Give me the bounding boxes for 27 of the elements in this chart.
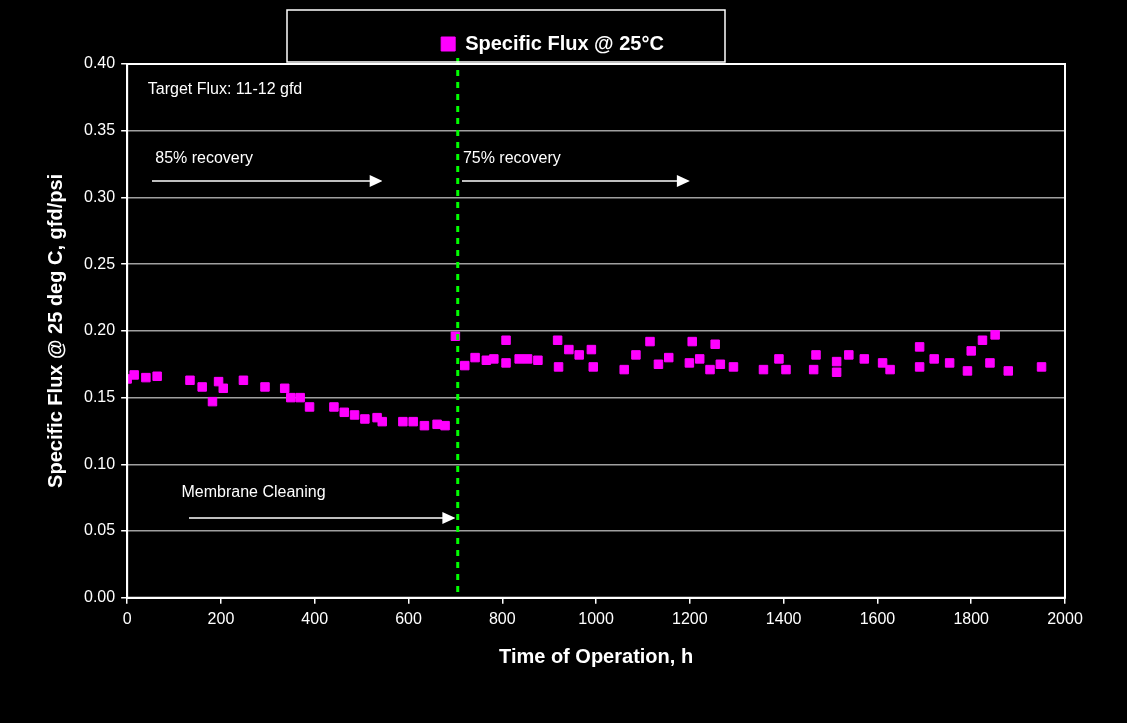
annotation: Membrane Cleaning [181,483,326,502]
y-tick-label: 0.05 [84,521,116,539]
y-tick-label: 0.10 [84,454,116,472]
y-tick-label: 0.35 [84,121,116,139]
annotation: 85% recovery [155,149,254,168]
x-tick-label: 1600 [859,609,896,627]
x-tick-label: 1400 [765,609,802,627]
y-axis-title: Specific Flux @ 25 deg C, gfd/psi [43,173,66,488]
y-tick-label: 0.20 [84,321,116,339]
x-tick-label: 200 [207,609,235,627]
y-tick-label: 0.30 [84,187,116,205]
y-tick-label: 0.25 [84,254,116,272]
x-tick-label: 1200 [672,609,708,627]
annotation: Target Flux: 11-12 gfd [147,80,303,99]
x-tick-label: 1000 [578,609,614,627]
y-tick-label: 0.40 [84,54,116,72]
x-tick-label: 0 [122,609,132,627]
x-axis-title: Time of Operation, h [499,644,694,667]
y-tick-label: 0.00 [84,588,116,606]
annotation: 75% recovery [462,149,561,168]
x-tick-label: 2000 [1047,609,1083,627]
x-tick-label: 600 [395,609,422,627]
legend-label: Specific Flux @ 25°C [465,31,664,54]
x-tick-label: 1800 [953,609,990,627]
x-tick-label: 800 [488,609,516,627]
x-tick-label: 400 [301,609,329,627]
y-tick-label: 0.15 [84,388,116,406]
